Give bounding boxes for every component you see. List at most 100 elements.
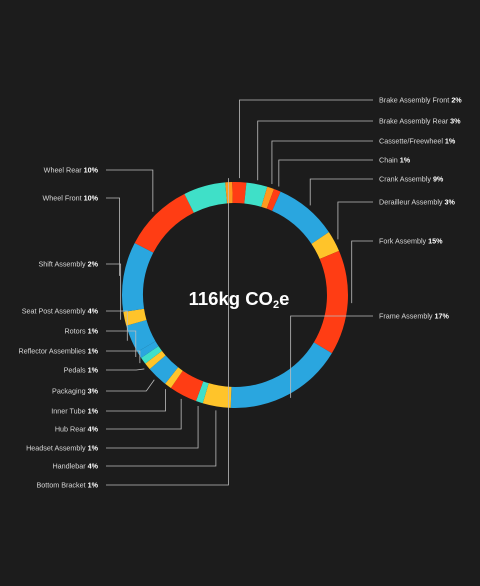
label-bottom-bracket: Bottom Bracket 1% xyxy=(36,481,98,490)
label-value: 3% xyxy=(445,198,456,207)
label-handlebar: Handlebar 4% xyxy=(52,462,98,471)
label-name: Brake Assembly Front xyxy=(379,96,451,105)
label-brake-assembly-front: Brake Assembly Front 2% xyxy=(379,96,462,105)
leader-chain xyxy=(278,159,373,187)
label-inner-tube: Inner Tube 1% xyxy=(51,407,98,416)
segment-chain xyxy=(266,188,281,211)
leader-fork-assembly xyxy=(351,240,373,304)
label-crank-assembly: Crank Assembly 9% xyxy=(379,175,444,184)
label-value: 1% xyxy=(88,407,99,416)
label-value: 3% xyxy=(88,387,99,396)
leader-lines xyxy=(106,99,373,486)
label-name: Crank Assembly xyxy=(379,175,433,184)
leader-brake-assembly-front xyxy=(239,99,373,179)
segment-cassette-freewheel xyxy=(261,186,275,209)
label-value: 1% xyxy=(88,347,99,356)
label-value: 2% xyxy=(451,96,462,105)
center-total-subscript: 2 xyxy=(273,299,279,311)
label-pedals: Pedals 1% xyxy=(64,366,99,375)
label-name: Reflector Assemblies xyxy=(19,347,88,356)
segment-labels: Bottom Bracket 1% Brake Assembly Front 2%… xyxy=(19,0,463,490)
label-rotors: Rotors 1% xyxy=(64,327,98,336)
label-seat-post-assembly: Seat Post Assembly 4% xyxy=(22,307,99,316)
leader-inner-tube xyxy=(106,389,166,412)
segment-crank-assembly xyxy=(272,191,329,244)
label-name: Derailleur Assembly xyxy=(379,198,445,207)
segment-brake-assembly-rear xyxy=(244,182,268,207)
label-value: 15% xyxy=(428,237,443,246)
leader-bottom-bracket xyxy=(106,178,229,486)
label-name: Shift Assembly xyxy=(38,260,87,269)
label-value: 10% xyxy=(84,166,99,175)
segment-reflector-assemblies xyxy=(141,346,162,364)
label-name: Seat Post Assembly xyxy=(22,307,88,316)
segment-shift-assembly xyxy=(123,308,147,326)
segment-wheel-front xyxy=(122,242,154,312)
label-reflector-assemblies: Reflector Assemblies 1% xyxy=(19,347,99,356)
label-wheel-front: Wheel Front 10% xyxy=(42,194,98,203)
label-value: 1% xyxy=(88,444,99,453)
label-chain: Chain 1% xyxy=(379,156,411,165)
segment-rotors xyxy=(137,341,159,358)
leader-brake-assembly-rear xyxy=(257,120,373,181)
segment-wheel-rear xyxy=(134,193,194,253)
segment-pedals xyxy=(145,350,166,370)
leader-frame-assembly xyxy=(290,315,373,398)
segment-utilities xyxy=(184,182,227,213)
label-value: 10% xyxy=(84,194,99,203)
label-value: 9% xyxy=(433,175,444,184)
label-name: Rotors xyxy=(64,327,87,336)
label-value: 17% xyxy=(435,312,450,321)
leader-cassette-freewheel xyxy=(271,140,373,184)
segment-frame-assembly xyxy=(230,342,332,408)
leader-handlebar xyxy=(106,410,217,467)
center-total-suffix: e xyxy=(279,288,289,309)
leader-packaging xyxy=(106,379,155,392)
label-name: Handlebar xyxy=(52,462,87,471)
center-total-label: 116kg CO2e xyxy=(189,288,290,311)
label-value: 1% xyxy=(400,156,411,165)
label-wheel-rear: Wheel Rear 10% xyxy=(44,166,99,175)
label-name: Frame Assembly xyxy=(379,312,435,321)
segment-derailleur-assembly xyxy=(311,232,340,260)
label-frame-assembly: Frame Assembly 17% xyxy=(379,312,450,321)
label-hub-rear: Hub Rear 4% xyxy=(55,425,99,434)
label-name: Hub Rear xyxy=(55,425,88,434)
label-brake-assembly-rear: Brake Assembly Rear 3% xyxy=(379,117,461,126)
leader-derailleur-assembly xyxy=(337,201,373,240)
segment-brake-assembly-front xyxy=(232,182,247,204)
label-value: 2% xyxy=(88,260,99,269)
label-value: 4% xyxy=(88,462,99,471)
leader-headset-assembly xyxy=(106,406,199,449)
label-name: Headset Assembly xyxy=(26,444,88,453)
leader-pedals xyxy=(106,368,145,371)
label-fork-assembly: Fork Assembly 15% xyxy=(379,237,443,246)
segment-seat-post-assembly xyxy=(126,320,156,352)
label-name: Brake Assembly Rear xyxy=(379,117,450,126)
label-value: 4% xyxy=(88,425,99,434)
label-value: 4% xyxy=(88,307,99,316)
label-name: Inner Tube xyxy=(51,407,87,416)
label-name: Packaging xyxy=(52,387,88,396)
label-name: Utilities xyxy=(62,0,87,2)
label-value: 1% xyxy=(88,327,99,336)
label-name: Chain xyxy=(379,156,400,165)
segment-bottom-bracket xyxy=(225,182,233,204)
segment-hub-rear xyxy=(170,370,204,402)
leader-crank-assembly xyxy=(309,178,373,206)
leader-wheel-rear xyxy=(106,169,154,212)
label-name: Wheel Front xyxy=(42,194,83,203)
segment-handlebar xyxy=(202,383,232,408)
label-name: Bottom Bracket xyxy=(36,481,87,490)
segment-packaging xyxy=(149,355,179,384)
donut-segments xyxy=(122,182,348,408)
label-name: Wheel Rear xyxy=(44,166,84,175)
label-value: 6% xyxy=(88,0,99,2)
leader-reflector-assemblies xyxy=(106,350,141,364)
label-value: 1% xyxy=(445,137,456,146)
label-name: Fork Assembly xyxy=(379,237,428,246)
leader-hub-rear xyxy=(106,398,182,430)
segment-fork-assembly xyxy=(313,250,348,354)
label-value: 3% xyxy=(450,117,461,126)
segment-inner-tube xyxy=(165,367,183,389)
